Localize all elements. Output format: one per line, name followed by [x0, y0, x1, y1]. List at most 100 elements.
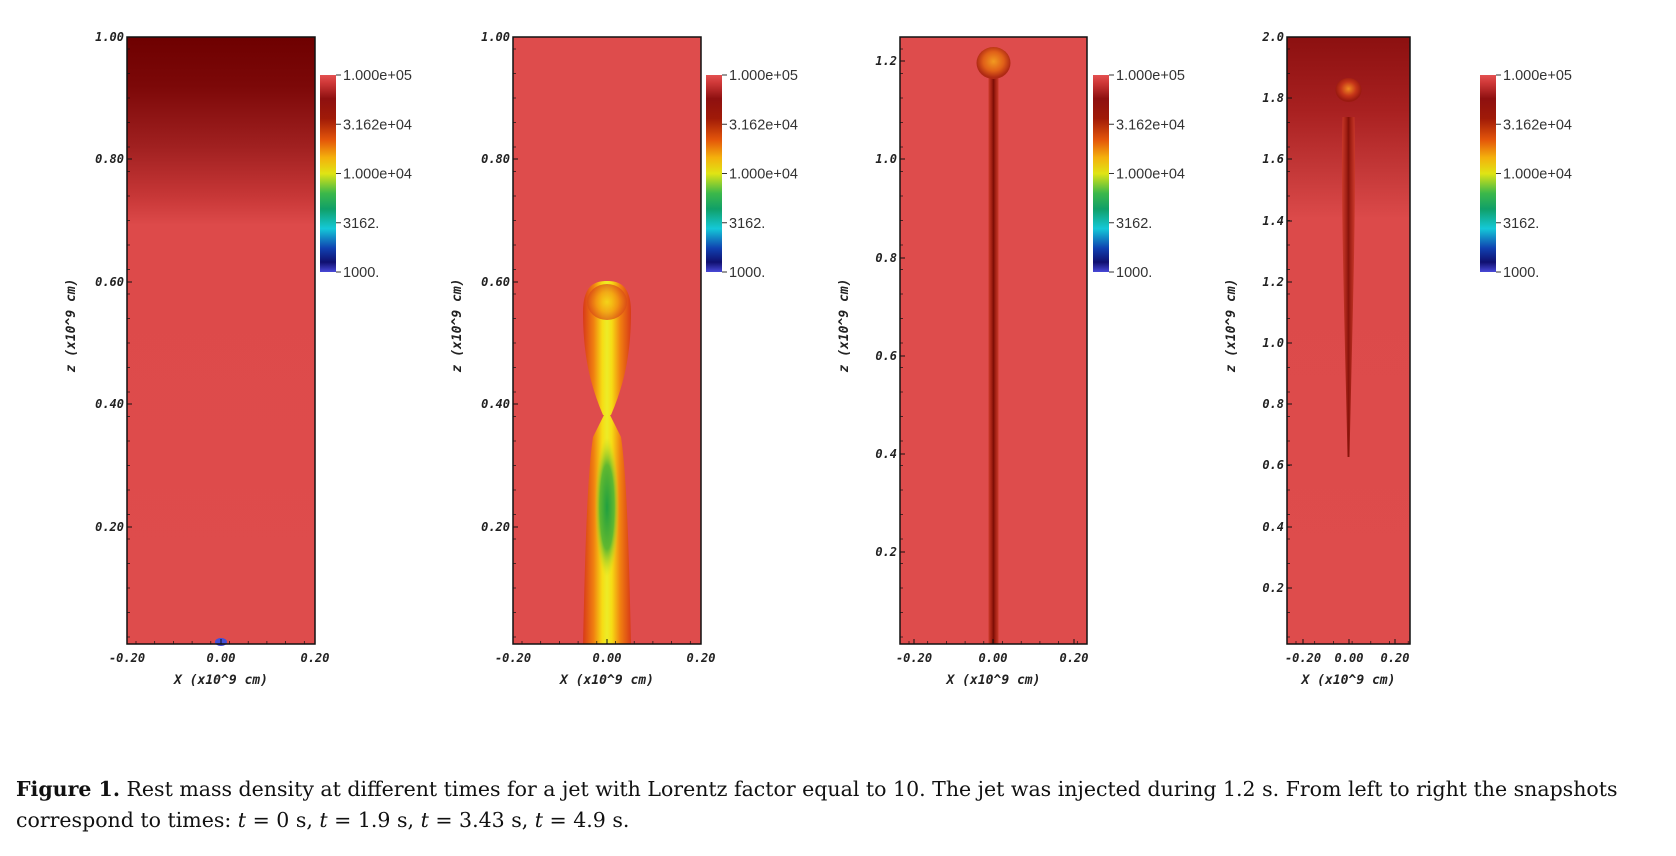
time-3: 4.9 s [573, 808, 623, 832]
colorbar-label: 3162. [343, 216, 379, 232]
x-tick-label: -0.20 [109, 651, 145, 665]
eq-sign: = [327, 808, 358, 832]
x-axis-label: X (x10^9 cm) [173, 673, 268, 688]
colorbar [1093, 75, 1109, 272]
y-tick-label: 0.40 [95, 397, 124, 411]
x-tick-label: 0.20 [301, 651, 330, 665]
y-tick-label: 1.0 [1262, 336, 1284, 350]
colorbar-label: 1.000e+05 [729, 68, 798, 84]
y-tick-label: 0.40 [481, 397, 510, 411]
x-tick-label: -0.20 [896, 651, 932, 665]
colorbar [1480, 75, 1496, 272]
time-2: 3.43 s [459, 808, 522, 832]
time-symbol: t [420, 808, 429, 832]
y-axis-label: z (x10^9 cm) [450, 279, 465, 373]
caption-body: Rest mass density at different times for… [16, 777, 1618, 832]
y-tick-label: 0.4 [1262, 520, 1284, 534]
x-axis-label: X (x10^9 cm) [559, 673, 654, 688]
y-tick-label: 1.4 [1262, 214, 1284, 228]
y-tick-label: 1.0 [875, 152, 897, 166]
x-tick-label: 0.00 [207, 651, 236, 665]
x-tick-label: 0.20 [1060, 651, 1089, 665]
y-tick-label: 0.80 [481, 152, 510, 166]
colorbar-label: 3.162e+04 [729, 117, 798, 133]
jet-head-glow [587, 284, 627, 320]
x-tick-label: -0.20 [1285, 651, 1321, 665]
jet-body [988, 77, 999, 644]
colorbar-label: 1.000e+04 [1116, 167, 1185, 183]
y-tick-label: 1.8 [1262, 91, 1284, 105]
caption-label: Figure 1. [16, 777, 120, 801]
y-tick-label: 0.6 [1262, 458, 1284, 472]
sep: , [306, 808, 320, 832]
x-tick-label: 0.00 [593, 651, 622, 665]
y-tick-label: 1.00 [95, 30, 124, 44]
y-axis-label: z (x10^9 cm) [64, 279, 79, 373]
colorbar-label: 1.000e+05 [343, 68, 412, 84]
y-tick-label: 1.00 [481, 30, 510, 44]
panel-4: 2.0 1.8 1.6 1.4 1.2 1.0 0.8 0.6 0.4 0.2 -0.20 0.00 0… [1224, 30, 1572, 688]
density-field [127, 37, 315, 644]
eq-sign: = [543, 808, 574, 832]
y-tick-label: 0.60 [481, 275, 510, 289]
colorbar-label: 1000. [1503, 265, 1539, 281]
eq-sign: = [428, 808, 460, 832]
x-tick-label: 0.20 [1381, 651, 1410, 665]
colorbar-label: 1000. [1116, 265, 1152, 281]
y-tick-label: 0.8 [875, 251, 897, 265]
colorbar-label: 1000. [343, 265, 379, 281]
sep: , [521, 808, 535, 832]
x-tick-label: 0.20 [687, 651, 716, 665]
y-tick-label: 0.60 [95, 275, 124, 289]
colorbar-label: 3.162e+04 [1116, 117, 1185, 133]
colorbar [320, 75, 336, 272]
panel-3: 1.2 1.0 0.8 0.6 0.4 0.2 -0.20 0.00 0.20 X (x10^9 … [837, 36, 1185, 688]
y-tick-label: 0.2 [1262, 581, 1284, 595]
x-axis-label: X (x10^9 cm) [946, 673, 1041, 688]
y-tick-label: 0.2 [875, 545, 897, 559]
y-tick-label: 0.8 [1262, 397, 1284, 411]
colorbar-label: 1000. [729, 265, 765, 281]
time-0: 0 s [276, 808, 307, 832]
y-axis-label: z (x10^9 cm) [1224, 279, 1239, 373]
y-tick-label: 0.4 [875, 447, 897, 461]
eq-sign: = [246, 808, 277, 832]
sep: , [407, 808, 421, 832]
y-axis-label: z (x10^9 cm) [837, 279, 852, 373]
colorbar-label: 3.162e+04 [343, 117, 412, 133]
jet-body [1341, 117, 1356, 457]
figure-1: 1.00 0.80 0.60 0.40 0.20 -0.20 0.00 0.20 X (x10^… [64, 30, 1572, 688]
x-axis-label: X (x10^9 cm) [1301, 673, 1396, 688]
colorbar-label: 3.162e+04 [1503, 117, 1572, 133]
colorbar-label: 1.000e+04 [1503, 167, 1572, 183]
colorbar-label: 1.000e+04 [729, 167, 798, 183]
y-tick-label: 2.0 [1261, 30, 1284, 44]
panel-1: 1.00 0.80 0.60 0.40 0.20 -0.20 0.00 0.20 X (x10^… [64, 30, 412, 688]
figure-caption: Figure 1. Rest mass density at different… [16, 774, 1656, 836]
y-tick-label: 1.2 [1262, 275, 1284, 289]
y-tick-label: 0.20 [95, 520, 124, 534]
time-1: 1.9 s [357, 808, 408, 832]
jet-core [595, 437, 619, 577]
jet-head [1335, 78, 1362, 102]
x-tick-label: 0.00 [1335, 651, 1364, 665]
period: . [622, 808, 630, 832]
colorbar [706, 75, 722, 272]
time-symbol: t [237, 808, 247, 832]
time-symbol: t [319, 808, 328, 832]
y-tick-label: 0.6 [875, 349, 897, 363]
y-tick-label: 0.80 [95, 152, 124, 166]
colorbar-label: 1.000e+05 [1503, 68, 1572, 84]
x-tick-label: -0.20 [495, 651, 531, 665]
x-tick-label: 0.00 [979, 651, 1008, 665]
y-tick-label: 1.2 [875, 54, 897, 68]
panel-2: 1.00 0.80 0.60 0.40 0.20 -0.20 0.00 0.20 X (x10^… [450, 30, 798, 688]
colorbar-label: 3162. [729, 216, 765, 232]
time-symbol: t [534, 808, 544, 832]
y-tick-label: 1.6 [1262, 152, 1284, 166]
jet-head [976, 47, 1011, 79]
colorbar-label: 1.000e+05 [1116, 68, 1185, 84]
colorbar-label: 1.000e+04 [343, 167, 412, 183]
colorbar-label: 3162. [1116, 216, 1152, 232]
